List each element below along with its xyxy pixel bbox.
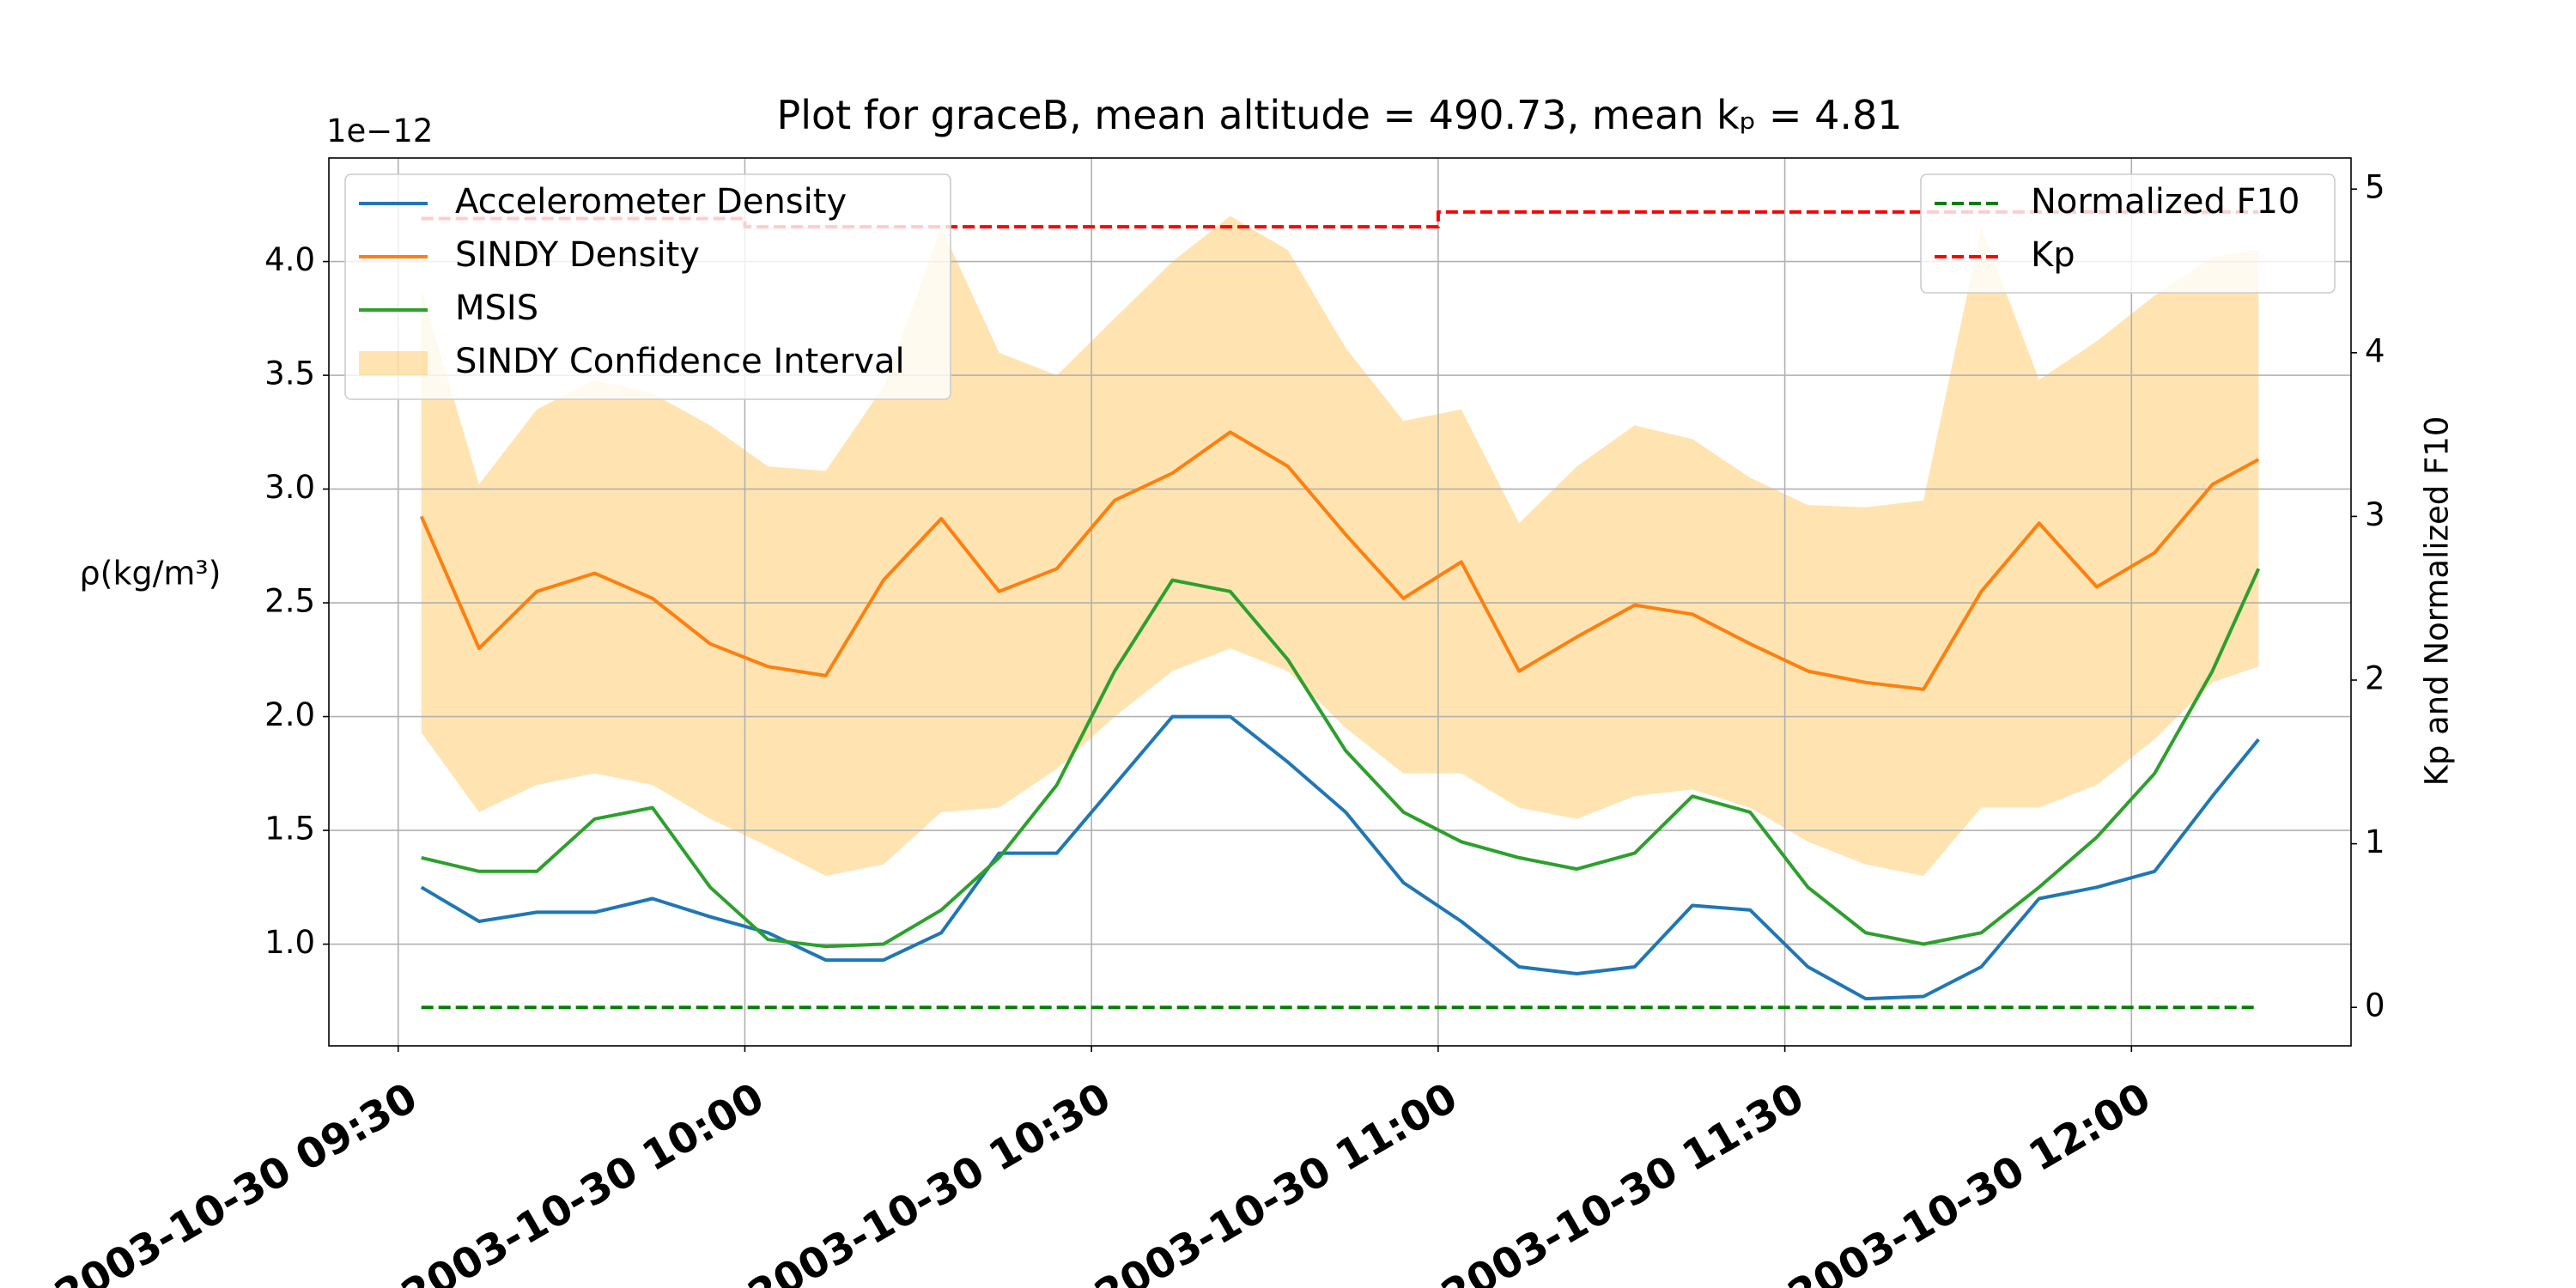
y-offset-label: 1e−12 bbox=[326, 112, 433, 149]
y2-axis-label: Kp and Normalized F10 bbox=[2419, 416, 2456, 787]
y-axis-label: ρ(kg/m³) bbox=[80, 555, 222, 592]
legend-box bbox=[1920, 173, 2336, 294]
x-tick-label: 2003-10-30 09:30 bbox=[47, 1073, 426, 1288]
chart-title: Plot for graceB, mean altitude = 490.73,… bbox=[776, 92, 1902, 138]
y-tick-label: 1.0 bbox=[264, 924, 315, 961]
legend-label: Kp bbox=[2031, 235, 2075, 275]
x-tick-label: 2003-10-30 10:30 bbox=[740, 1073, 1119, 1288]
x-tick-label: 2003-10-30 11:30 bbox=[1434, 1073, 1813, 1288]
legend-label: SINDY Density bbox=[455, 235, 700, 275]
y-tick-label: 3.0 bbox=[264, 469, 315, 506]
y2-tick-label: 0 bbox=[2365, 987, 2385, 1024]
y2-tick-label: 4 bbox=[2365, 332, 2385, 369]
series-line bbox=[419, 430, 2260, 691]
legend-label: MSIS bbox=[455, 289, 538, 328]
y2-tick-label: 2 bbox=[2365, 660, 2385, 697]
y2-tick-label: 1 bbox=[2365, 823, 2385, 860]
x-tick-label: 2003-10-30 10:00 bbox=[393, 1073, 772, 1288]
y2-tick-label: 3 bbox=[2365, 496, 2385, 533]
band-layer bbox=[421, 216, 2259, 877]
legend-label: Normalized F10 bbox=[2031, 182, 2300, 222]
y-tick-label: 2.5 bbox=[264, 583, 315, 620]
x-tick-label: 2003-10-30 12:00 bbox=[1780, 1073, 2159, 1288]
y2-tick-label: 5 bbox=[2365, 169, 2385, 206]
y-tick-label: 1.5 bbox=[264, 811, 315, 848]
x-tick-label: 2003-10-30 11:00 bbox=[1087, 1073, 1466, 1288]
y-tick-label: 3.5 bbox=[264, 355, 315, 392]
legend-label: SINDY Confidence Interval bbox=[455, 342, 905, 381]
legend-layer: Accelerometer Density SINDY Density MSIS SI… bbox=[344, 173, 2336, 400]
series-line bbox=[421, 568, 2261, 949]
legend-label: Accelerometer Density bbox=[455, 182, 847, 222]
series-line bbox=[420, 714, 2260, 1001]
legend-box bbox=[344, 173, 951, 400]
plot-frame bbox=[328, 157, 2352, 1047]
y-tick-label: 2.0 bbox=[264, 696, 315, 733]
confidence-band bbox=[421, 216, 2259, 877]
y-tick-label: 4.0 bbox=[264, 241, 315, 278]
legend-swatch bbox=[359, 351, 428, 375]
